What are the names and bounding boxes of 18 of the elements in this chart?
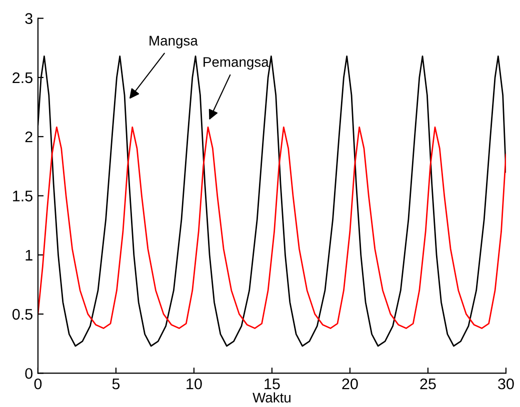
x-tick-label: 25 [420, 378, 436, 390]
line-series [38, 126, 506, 329]
x-tick-label: 15 [264, 378, 280, 390]
x-axis-title: Waktu [252, 392, 290, 403]
annotation: Mangsa [150, 36, 198, 48]
y-tick-label: 0 [25, 368, 32, 379]
x-tick-label: 20 [342, 378, 358, 390]
y-tick-label: 3 [25, 13, 32, 24]
y-tick-label: 1.5 [13, 190, 32, 202]
y-tick-label: 1 [26, 250, 32, 260]
x-tick-label: 5 [112, 378, 120, 390]
x-tick-label: 10 [186, 378, 202, 390]
y-tick-label: 2.5 [12, 72, 32, 84]
annotation: Pemangsa [204, 57, 269, 70]
x-tick-label: 30 [498, 378, 514, 390]
y-tick-label: 2 [25, 131, 32, 142]
y-tick-label: 0.5 [12, 308, 32, 320]
x-tick-label: 0 [34, 378, 42, 390]
